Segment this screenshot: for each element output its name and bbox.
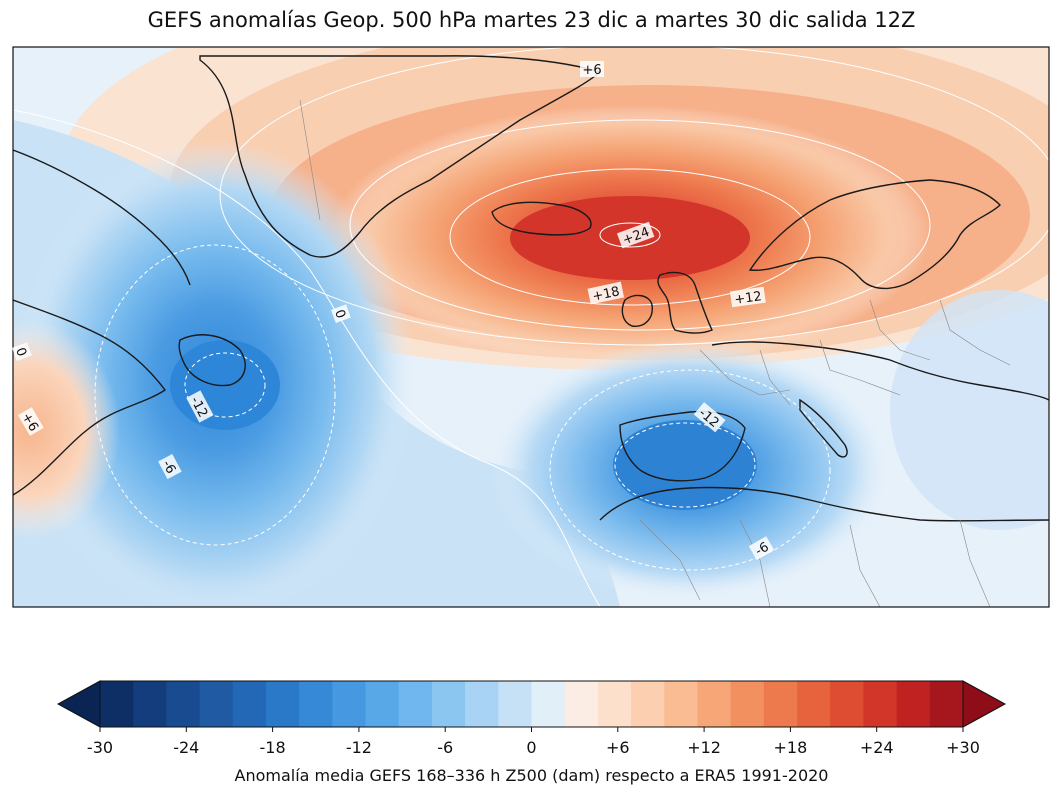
canadian-arctic-coast [13,149,191,286]
colorbar-cell [465,681,499,727]
colorbar-tick-label: +6 [606,738,630,757]
contour-label-plus18: +18 [587,281,625,305]
map-frame [12,46,1050,608]
contour-labels: +6 +24 +18 +12 0 0 -12 -6 [12,61,775,561]
colorbar-cell [631,681,665,727]
colorbar-cell [332,681,367,727]
colorbar-frame [99,680,964,728]
colorbar-cell [830,681,865,727]
colorbar-cell [697,681,732,727]
colorbar-tick-label: +18 [774,738,808,757]
svg-text:+18: +18 [591,284,621,304]
ireland-coast [621,294,653,327]
colorbar-cells [100,681,964,727]
map-title: GEFS anomalías Geop. 500 hPa martes 23 d… [147,8,916,32]
colorbar-extend-over [962,680,1007,728]
contour-label-zero-mid: 0 [331,304,351,323]
anomaly-map: +6 +24 +18 +12 0 0 -12 -6 [12,46,1050,608]
country-borders [299,99,1011,607]
colorbar-ticks: -30 -24 -18 -12 -6 0 +6 +12 +18 +24 +30 [87,727,980,757]
colorbar-tick-label: -12 [346,738,372,757]
colorbar-tick-label: +24 [860,738,894,757]
colorbar-tick-label: +12 [687,738,721,757]
colorbar-tick-label: +30 [946,738,980,757]
colorbar-cell [863,681,898,727]
north-africa-coast [599,486,1049,522]
colorbar-cell [929,681,964,727]
anomaly-field [13,47,1049,607]
colorbar-cell [664,681,699,727]
colorbar-cell [365,681,400,727]
colorbar-cell [896,681,931,727]
britain-coast [657,271,713,334]
colorbar-cell [797,681,831,727]
colorbar-cell [232,681,267,727]
colorbar-tick-label: -18 [260,738,286,757]
contour-label-minus6-west: -6 [158,453,182,480]
colorbar-cell [133,681,167,727]
colorbar-cell [730,681,765,727]
contour-label-minus12-east: -12 [693,402,726,433]
colorbar-cell [597,681,632,727]
coastlines [13,55,1049,522]
newfoundland-coast [178,334,246,387]
svg-text:+6: +6 [582,63,601,78]
colorbar-cell [166,681,201,727]
iberia-coast [619,410,746,482]
colorbar-tick-label: -24 [173,738,199,757]
contour-label-zero-west: 0 [12,342,32,361]
italy-coast [799,398,848,458]
contour-label-plus6-north: +6 [580,61,604,78]
colorbar-cell [431,681,466,727]
colorbar-cell [199,681,234,727]
colorbar-cell [265,681,300,727]
svg-text:+12: +12 [733,289,762,308]
colorbar-tick-label: 0 [526,738,536,757]
colorbar-label: Anomalía media GEFS 168–336 h Z500 (dam)… [234,766,829,785]
north-america-coast [13,299,167,496]
contour-label-plus12: +12 [729,286,766,308]
colorbar-cell [398,681,433,727]
colorbar-tick-label: -30 [87,738,113,757]
svg-text:-6: -6 [159,458,178,476]
scandinavia-coast [748,179,1001,289]
colorbar-cell [763,681,798,727]
colorbar-cell [299,681,333,727]
colorbar-tick-label: -6 [437,738,453,757]
colorbar-cell [100,681,134,727]
colorbar-extend-under [56,680,101,728]
contour-lines [13,47,1049,607]
colorbar-cell [498,681,533,727]
colorbar-cell [564,681,599,727]
contour-label-minus6-east: -6 [748,536,775,561]
iceland-coast [491,201,592,236]
colorbar-cell [531,681,566,727]
europe-coast [711,341,1049,401]
